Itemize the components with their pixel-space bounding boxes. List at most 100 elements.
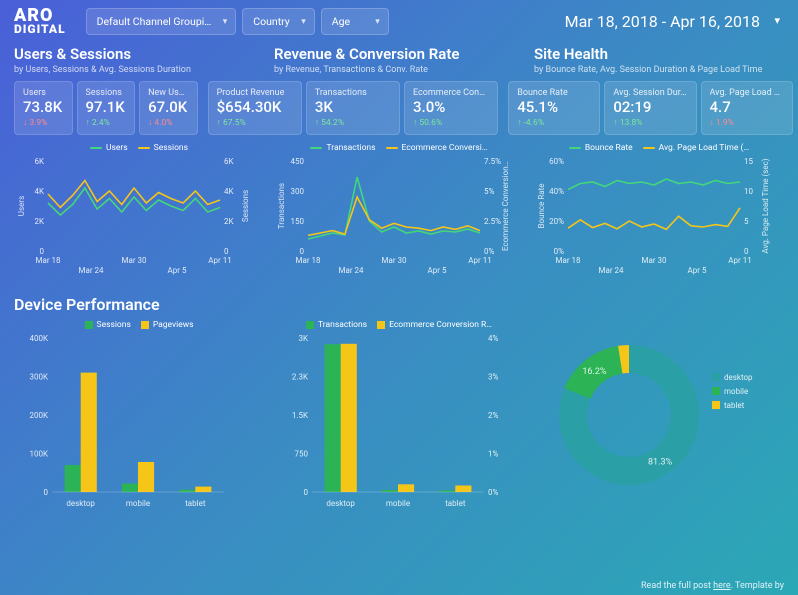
svg-text:4K: 4K [34,187,44,196]
legend-item: Transactions [310,143,375,153]
svg-text:Apr 11: Apr 11 [208,256,231,265]
svg-text:2.5%: 2.5% [484,217,501,226]
bar-chart: 0100K200K300K400Kdesktopmobiletablet [14,332,254,512]
topbar: ARO DIGITAL Default Channel Groupi… Coun… [0,0,798,35]
svg-text:Sessions: Sessions [241,190,250,222]
kpi-delta: ↑ 2.4% [86,117,127,128]
kpi-value: 4.7 [710,98,784,116]
donut-chart-box: 81.3%16.2%desktopmobiletablet [534,320,784,512]
kpi-card[interactable]: Users 73.8K ↓ 3.9% [14,81,73,135]
section-sub: by Bounce Rate, Avg. Session Duration & … [534,65,784,75]
kpi-label: Avg. Page Load Time [710,88,784,98]
svg-text:tablet: tablet [185,499,206,508]
section-title: Site Health [534,45,784,63]
kpi-delta: ↑ 13.8% [613,117,687,128]
svg-text:Apr 5: Apr 5 [168,266,187,275]
svg-text:2K: 2K [224,217,234,226]
svg-text:0%: 0% [554,247,564,256]
footer-pre: Read the full post [641,581,713,591]
section-head-1: Revenue & Conversion Rate by Revenue, Tr… [274,45,524,75]
legend-item: Ecommerce Conversi… [386,143,488,153]
bar-chart: 07501.5K2.3K3K0%1%2%3%4%desktopmobiletab… [274,332,514,512]
kpi-delta: ↑ 50.6% [413,117,489,128]
svg-text:200K: 200K [29,411,48,420]
section-head-0: Users & Sessions by Users, Sessions & Av… [14,45,264,75]
svg-text:desktop: desktop [66,499,95,508]
filter-channel[interactable]: Default Channel Groupi… [86,8,237,35]
line-chart-box-1: TransactionsEcommerce Conversi…015030045… [274,143,524,285]
kpi-card[interactable]: New Users 67.0K ↓ 4.0% [139,81,198,135]
donut-chart: 81.3%16.2%desktopmobiletablet [534,320,774,500]
svg-text:Transactions: Transactions [277,183,286,229]
svg-text:1%: 1% [488,450,498,459]
svg-text:0%: 0% [488,488,498,497]
chart-legend: TransactionsEcommerce Conversion R… [274,320,524,330]
footer-post: . Template by [731,581,784,591]
svg-text:Apr 5: Apr 5 [428,266,447,275]
svg-text:7.5%: 7.5% [484,157,501,166]
svg-text:150: 150 [291,217,305,226]
svg-text:2%: 2% [488,411,498,420]
svg-text:1.5K: 1.5K [292,411,309,420]
svg-text:0%: 0% [484,247,494,256]
svg-text:6K: 6K [224,157,234,166]
svg-text:desktop: desktop [326,499,355,508]
kpi-value: 3K [315,98,391,116]
date-range-text: Mar 18, 2018 - Apr 16, 2018 [565,12,760,31]
filter-age[interactable]: Age [321,8,389,35]
svg-text:3K: 3K [298,334,308,343]
line-chart-box-2: Bounce RateAvg. Page Load Time (…0%20%40… [534,143,784,285]
kpi-card[interactable]: Avg. Session Duration 02:19 ↑ 13.8% [604,81,696,135]
footer: Read the full post here. Template by [641,581,784,591]
svg-text:40%: 40% [549,187,564,196]
line-chart-box-0: UsersSessions02K4K6K02K4K6KUsersSessions… [14,143,264,285]
kpi-value: 02:19 [613,98,687,116]
kpi-value: 73.8K [23,98,64,116]
svg-text:Avg. Page Load Time (sec): Avg. Page Load Time (sec) [761,158,770,253]
legend-item: Users [90,143,128,153]
kpi-label: Ecommerce Conversion R… [413,88,489,98]
legend-item: Pageviews [141,320,194,330]
footer-link[interactable]: here [713,581,730,591]
kpi-card[interactable]: Avg. Page Load Time 4.7 ↓ 1.9% [701,81,793,135]
chart-legend: UsersSessions [14,143,264,153]
svg-text:mobile: mobile [724,387,748,396]
svg-text:Mar 18: Mar 18 [555,256,581,265]
date-range-picker[interactable]: Mar 18, 2018 - Apr 16, 2018 [565,12,784,31]
bar-chart-box-0: SessionsPageviews0100K200K300K400Kdeskto… [14,320,264,512]
svg-text:Users: Users [17,196,26,216]
kpi-delta: ↑ 67.5% [217,117,293,128]
kpi-card[interactable]: Ecommerce Conversion R… 3.0% ↑ 50.6% [404,81,498,135]
svg-text:20%: 20% [549,217,564,226]
svg-text:100K: 100K [29,450,48,459]
svg-text:desktop: desktop [724,373,753,382]
svg-text:0: 0 [40,247,45,256]
svg-text:Mar 30: Mar 30 [121,256,147,265]
kpi-card[interactable]: Bounce Rate 45.1% ↑ -4.6% [508,81,600,135]
kpi-delta: ↓ 3.9% [23,117,64,128]
kpi-label: Product Revenue [217,88,293,98]
line-chart: 01503004500%2.5%5%7.5%TransactionsEcomme… [274,155,514,285]
legend-item: Ecommerce Conversion R… [377,320,492,330]
kpi-delta: ↑ 54.2% [315,117,391,128]
filter-country[interactable]: Country [242,8,314,35]
section-title: Revenue & Conversion Rate [274,45,524,63]
svg-text:0: 0 [744,247,749,256]
svg-text:Mar 24: Mar 24 [78,266,104,275]
section-sub: by Users, Sessions & Avg. Sessions Durat… [14,65,264,75]
kpi-value: $654.30K [217,98,293,116]
svg-text:Bounce Rate: Bounce Rate [537,184,546,229]
svg-text:Mar 30: Mar 30 [641,256,667,265]
kpi-card[interactable]: Product Revenue $654.30K ↑ 67.5% [208,81,302,135]
kpi-label: Users [23,88,64,98]
kpi-card[interactable]: Transactions 3K ↑ 54.2% [306,81,400,135]
svg-text:0: 0 [300,247,305,256]
logo-line2: DIGITAL [14,24,66,35]
chart-legend: Transactions Ecommerce Conversi… [274,143,524,153]
svg-text:tablet: tablet [724,401,745,410]
kpi-value: 3.0% [413,98,489,116]
kpi-delta: ↓ 4.0% [148,117,189,128]
svg-text:450: 450 [291,157,305,166]
svg-text:6K: 6K [34,157,44,166]
kpi-card[interactable]: Sessions 97.1K ↑ 2.4% [77,81,136,135]
